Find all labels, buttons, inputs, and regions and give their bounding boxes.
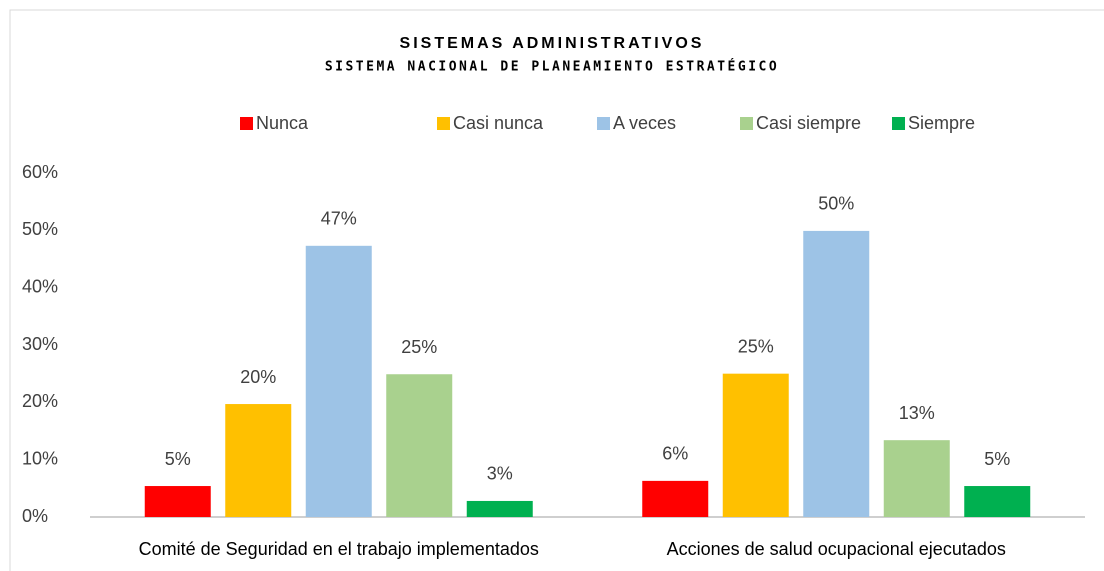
bar [964,486,1031,517]
legend-swatch [597,117,610,130]
legend-label: Nunca [256,113,309,133]
y-tick-label: 60% [22,162,58,182]
y-tick-label: 50% [22,219,58,239]
data-label: 25% [401,337,437,357]
legend-swatch [740,117,753,130]
y-tick-label: 0% [22,506,48,526]
bar [144,486,211,517]
y-tick-label: 30% [22,334,58,354]
data-label: 5% [984,449,1010,469]
chart-subtitle: SISTEMA NACIONAL DE PLANEAMIENTO ESTRATÉ… [325,59,779,75]
bar [466,500,533,517]
legend-swatch [892,117,905,130]
bar [883,440,950,517]
data-label: 47% [321,209,357,229]
data-label: 50% [818,194,854,214]
data-label: 3% [487,464,513,484]
legend-swatch [240,117,253,130]
bar [642,480,709,517]
bar [722,373,789,517]
data-label: 5% [165,449,191,469]
data-label: 13% [899,403,935,423]
x-tick-label: Comité de Seguridad en el trabajo implem… [139,539,539,559]
data-label: 6% [662,444,688,464]
data-label: 20% [240,367,276,387]
legend-label: Casi siempre [756,113,861,133]
x-tick-label: Acciones de salud ocupacional ejecutados [667,539,1006,559]
legend-label: Casi nunca [453,113,544,133]
y-tick-label: 10% [22,448,58,468]
bar [225,404,292,517]
data-label: 25% [738,336,774,356]
bar [386,374,453,517]
legend-label: Siempre [908,113,975,133]
legend-label: A veces [613,113,676,133]
chart-title: SISTEMAS ADMINISTRATIVOS [400,35,705,52]
bar [803,230,870,517]
y-tick-label: 20% [22,391,58,411]
bar [305,245,372,517]
legend-swatch [437,117,450,130]
y-tick-label: 40% [22,276,58,296]
